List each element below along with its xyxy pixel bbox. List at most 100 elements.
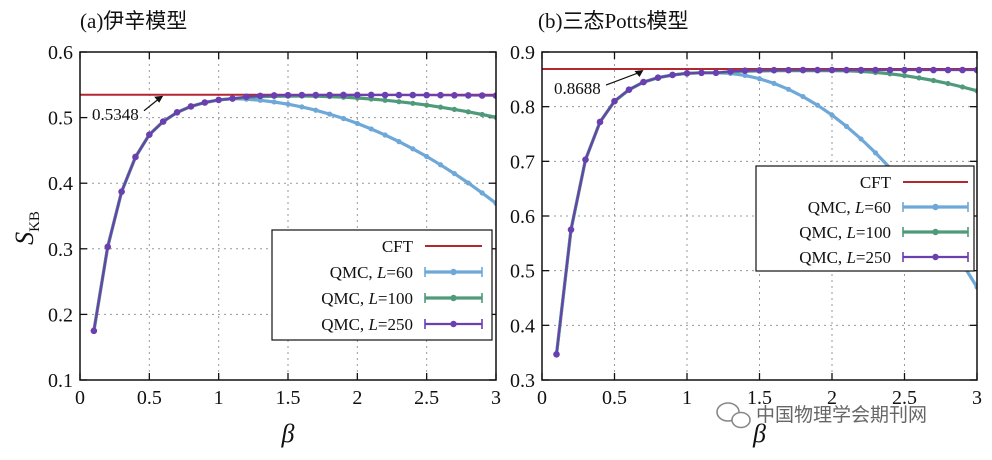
legend-marker	[932, 203, 939, 211]
data-point-L250	[326, 91, 333, 99]
legend-label: QMC, L=100	[799, 223, 891, 242]
legend-marker	[450, 294, 457, 302]
data-point-L60	[313, 107, 319, 113]
data-point-L250	[478, 92, 486, 99]
data-point-L100	[959, 84, 966, 90]
data-point-L250	[409, 91, 417, 99]
data-point-L60	[285, 101, 291, 107]
y-tick-label: 0.8	[510, 97, 535, 119]
data-point-L250	[553, 351, 560, 358]
y-axis-label-subscript: KB	[27, 211, 43, 232]
legend-label-var: L	[845, 248, 855, 267]
data-point-L250	[640, 78, 647, 86]
legend-marker	[932, 253, 939, 261]
data-point-L250	[215, 96, 222, 104]
data-point-L250	[173, 109, 181, 116]
x-tick-label: 0.5	[602, 387, 627, 409]
legend-box	[755, 165, 975, 272]
data-point-L60	[843, 123, 850, 129]
legend-marker	[932, 228, 939, 236]
data-point-L60	[410, 146, 416, 152]
legend-label: CFT	[860, 173, 892, 192]
watermark-text: 中国物理学会期刊网	[756, 404, 927, 426]
data-point-L250	[828, 66, 836, 74]
data-point-L60	[354, 120, 360, 127]
x-tick-label: 0.5	[137, 387, 162, 409]
legend-label-prefix: QMC,	[799, 248, 846, 267]
data-point-L250	[243, 93, 250, 101]
y-axis-label: SKB	[10, 211, 43, 245]
data-point-L250	[712, 69, 720, 77]
data-point-L250	[973, 66, 977, 74]
data-point-L100	[945, 80, 951, 87]
data-point-L250	[90, 327, 98, 335]
data-point-L60	[257, 97, 263, 103]
data-point-L250	[959, 66, 966, 74]
data-point-L100	[424, 102, 430, 108]
data-point-L250	[367, 91, 375, 99]
plot-area	[80, 91, 496, 335]
data-point-L250	[340, 91, 347, 99]
legend-label-size: =100	[856, 223, 891, 242]
legend-label-prefix: CFT	[860, 173, 892, 192]
data-point-L60	[382, 132, 388, 138]
legend-label: QMC, L=60	[330, 263, 413, 282]
data-point-L250	[698, 69, 705, 77]
data-point-L60	[396, 139, 402, 145]
data-point-L250	[464, 92, 472, 99]
legend-label: QMC, L=60	[808, 198, 891, 217]
data-point-L100	[396, 99, 402, 105]
y-tick-label: 0.9	[510, 42, 535, 64]
data-point-L250	[270, 92, 278, 99]
legend-label-var: L	[376, 263, 386, 282]
data-point-L250	[146, 131, 153, 138]
data-point-L60	[756, 76, 763, 82]
data-point-L60	[424, 153, 430, 160]
y-tick-label: 0.4	[48, 173, 73, 195]
data-point-L60	[479, 190, 485, 196]
legend-label-prefix: QMC,	[321, 289, 368, 308]
annotation-arrow	[605, 71, 641, 86]
legend-label-prefix: CFT	[382, 237, 414, 256]
panel-b-potts: (b)三态Potts模型 0 0.5 1 1.5 2 2.5 3 0.3 0.4 0.5 0.6 0.7…	[510, 9, 982, 448]
data-point-L60	[742, 72, 748, 79]
data-point-L250	[785, 66, 792, 74]
x-tick-label: 2.5	[892, 387, 917, 409]
data-point-L100	[916, 75, 922, 81]
x-tick-label: 1.5	[747, 387, 772, 409]
data-point-L100	[410, 100, 416, 106]
y-tick-label: 0.2	[48, 304, 73, 326]
x-tick-label: 1	[214, 387, 224, 409]
data-point-L60	[271, 99, 277, 105]
data-point-L250	[901, 66, 908, 74]
legend-label: CFT	[382, 237, 414, 256]
y-tick-label: 0.3	[510, 370, 535, 392]
data-point-L250	[770, 66, 778, 74]
data-point-L250	[654, 74, 662, 81]
x-tick-label: 1	[682, 387, 692, 409]
data-point-L100	[437, 104, 444, 110]
data-point-L250	[354, 91, 361, 99]
data-point-L60	[437, 162, 444, 168]
x-tick-label: 1.5	[276, 387, 301, 409]
legend-label-size: =100	[378, 289, 413, 308]
data-point-L250	[669, 71, 676, 79]
legend-label: QMC, L=100	[321, 289, 413, 308]
data-point-L250	[625, 86, 633, 94]
x-tick-label: 3	[491, 387, 501, 409]
data-point-L250	[451, 91, 458, 99]
y-tick-label: 0.5	[510, 261, 535, 283]
y-tick-label: 0.4	[510, 315, 535, 337]
data-point-L250	[872, 66, 879, 74]
x-tick-label: 2	[352, 387, 362, 409]
data-point-L100	[465, 109, 471, 115]
x-tick-label: 0	[537, 387, 547, 409]
data-point-L60	[368, 126, 374, 132]
legend-label-size: =250	[378, 315, 413, 334]
y-tick-label: 0.5	[48, 108, 73, 130]
data-point-L100	[382, 97, 388, 103]
annotation-arrowhead	[154, 95, 164, 103]
data-point-L100	[930, 77, 937, 84]
panel-a-ising: (a)伊辛模型 0 0.5 1 1.5 2 2.5 3 0.1 0.2 0.3 0.4 0.5 0.6 β S…	[10, 9, 501, 448]
